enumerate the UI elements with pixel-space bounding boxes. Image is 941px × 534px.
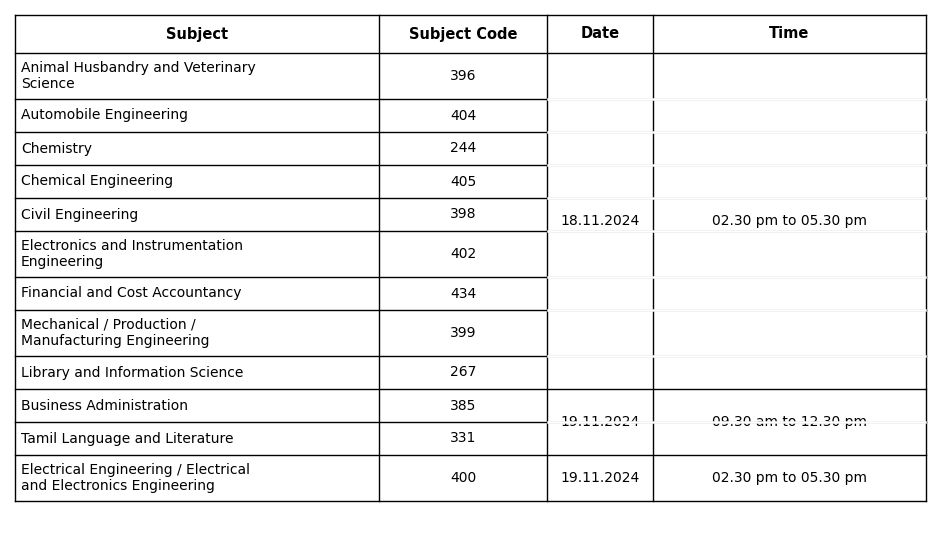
Text: 400: 400 [450, 471, 476, 485]
Text: Time: Time [769, 27, 809, 42]
Text: Library and Information Science: Library and Information Science [21, 365, 244, 380]
Text: Electronics and Instrumentation
Engineering: Electronics and Instrumentation Engineer… [21, 239, 243, 269]
Text: 267: 267 [450, 365, 476, 380]
Text: 02.30 pm to 05.30 pm: 02.30 pm to 05.30 pm [711, 471, 867, 485]
Text: 434: 434 [450, 287, 476, 301]
Text: Tamil Language and Literature: Tamil Language and Literature [21, 431, 233, 445]
Text: Civil Engineering: Civil Engineering [21, 208, 138, 222]
Text: 18.11.2024: 18.11.2024 [560, 214, 640, 228]
Text: Automobile Engineering: Automobile Engineering [21, 108, 188, 122]
Text: 402: 402 [450, 247, 476, 261]
Text: 398: 398 [450, 208, 476, 222]
Text: 385: 385 [450, 398, 476, 412]
Text: Animal Husbandry and Veterinary
Science: Animal Husbandry and Veterinary Science [21, 61, 256, 91]
Text: 02.30 pm to 05.30 pm: 02.30 pm to 05.30 pm [711, 214, 867, 228]
Text: 19.11.2024: 19.11.2024 [560, 471, 640, 485]
Text: 09.30 am to 12.30 pm: 09.30 am to 12.30 pm [711, 415, 867, 429]
Text: 399: 399 [450, 326, 476, 340]
Text: Subject: Subject [167, 27, 229, 42]
Text: 244: 244 [450, 142, 476, 155]
Text: Business Administration: Business Administration [21, 398, 188, 412]
Text: Subject Code: Subject Code [409, 27, 518, 42]
Text: Chemistry: Chemistry [21, 142, 92, 155]
Text: Financial and Cost Accountancy: Financial and Cost Accountancy [21, 287, 242, 301]
Text: Date: Date [581, 27, 619, 42]
Text: Chemical Engineering: Chemical Engineering [21, 175, 173, 189]
Text: 404: 404 [450, 108, 476, 122]
Text: 396: 396 [450, 69, 476, 83]
Text: Mechanical / Production /
Manufacturing Engineering: Mechanical / Production / Manufacturing … [21, 318, 210, 348]
Text: 19.11.2024: 19.11.2024 [560, 415, 640, 429]
Text: 331: 331 [450, 431, 476, 445]
Text: 405: 405 [450, 175, 476, 189]
Text: Electrical Engineering / Electrical
and Electronics Engineering: Electrical Engineering / Electrical and … [21, 463, 250, 493]
